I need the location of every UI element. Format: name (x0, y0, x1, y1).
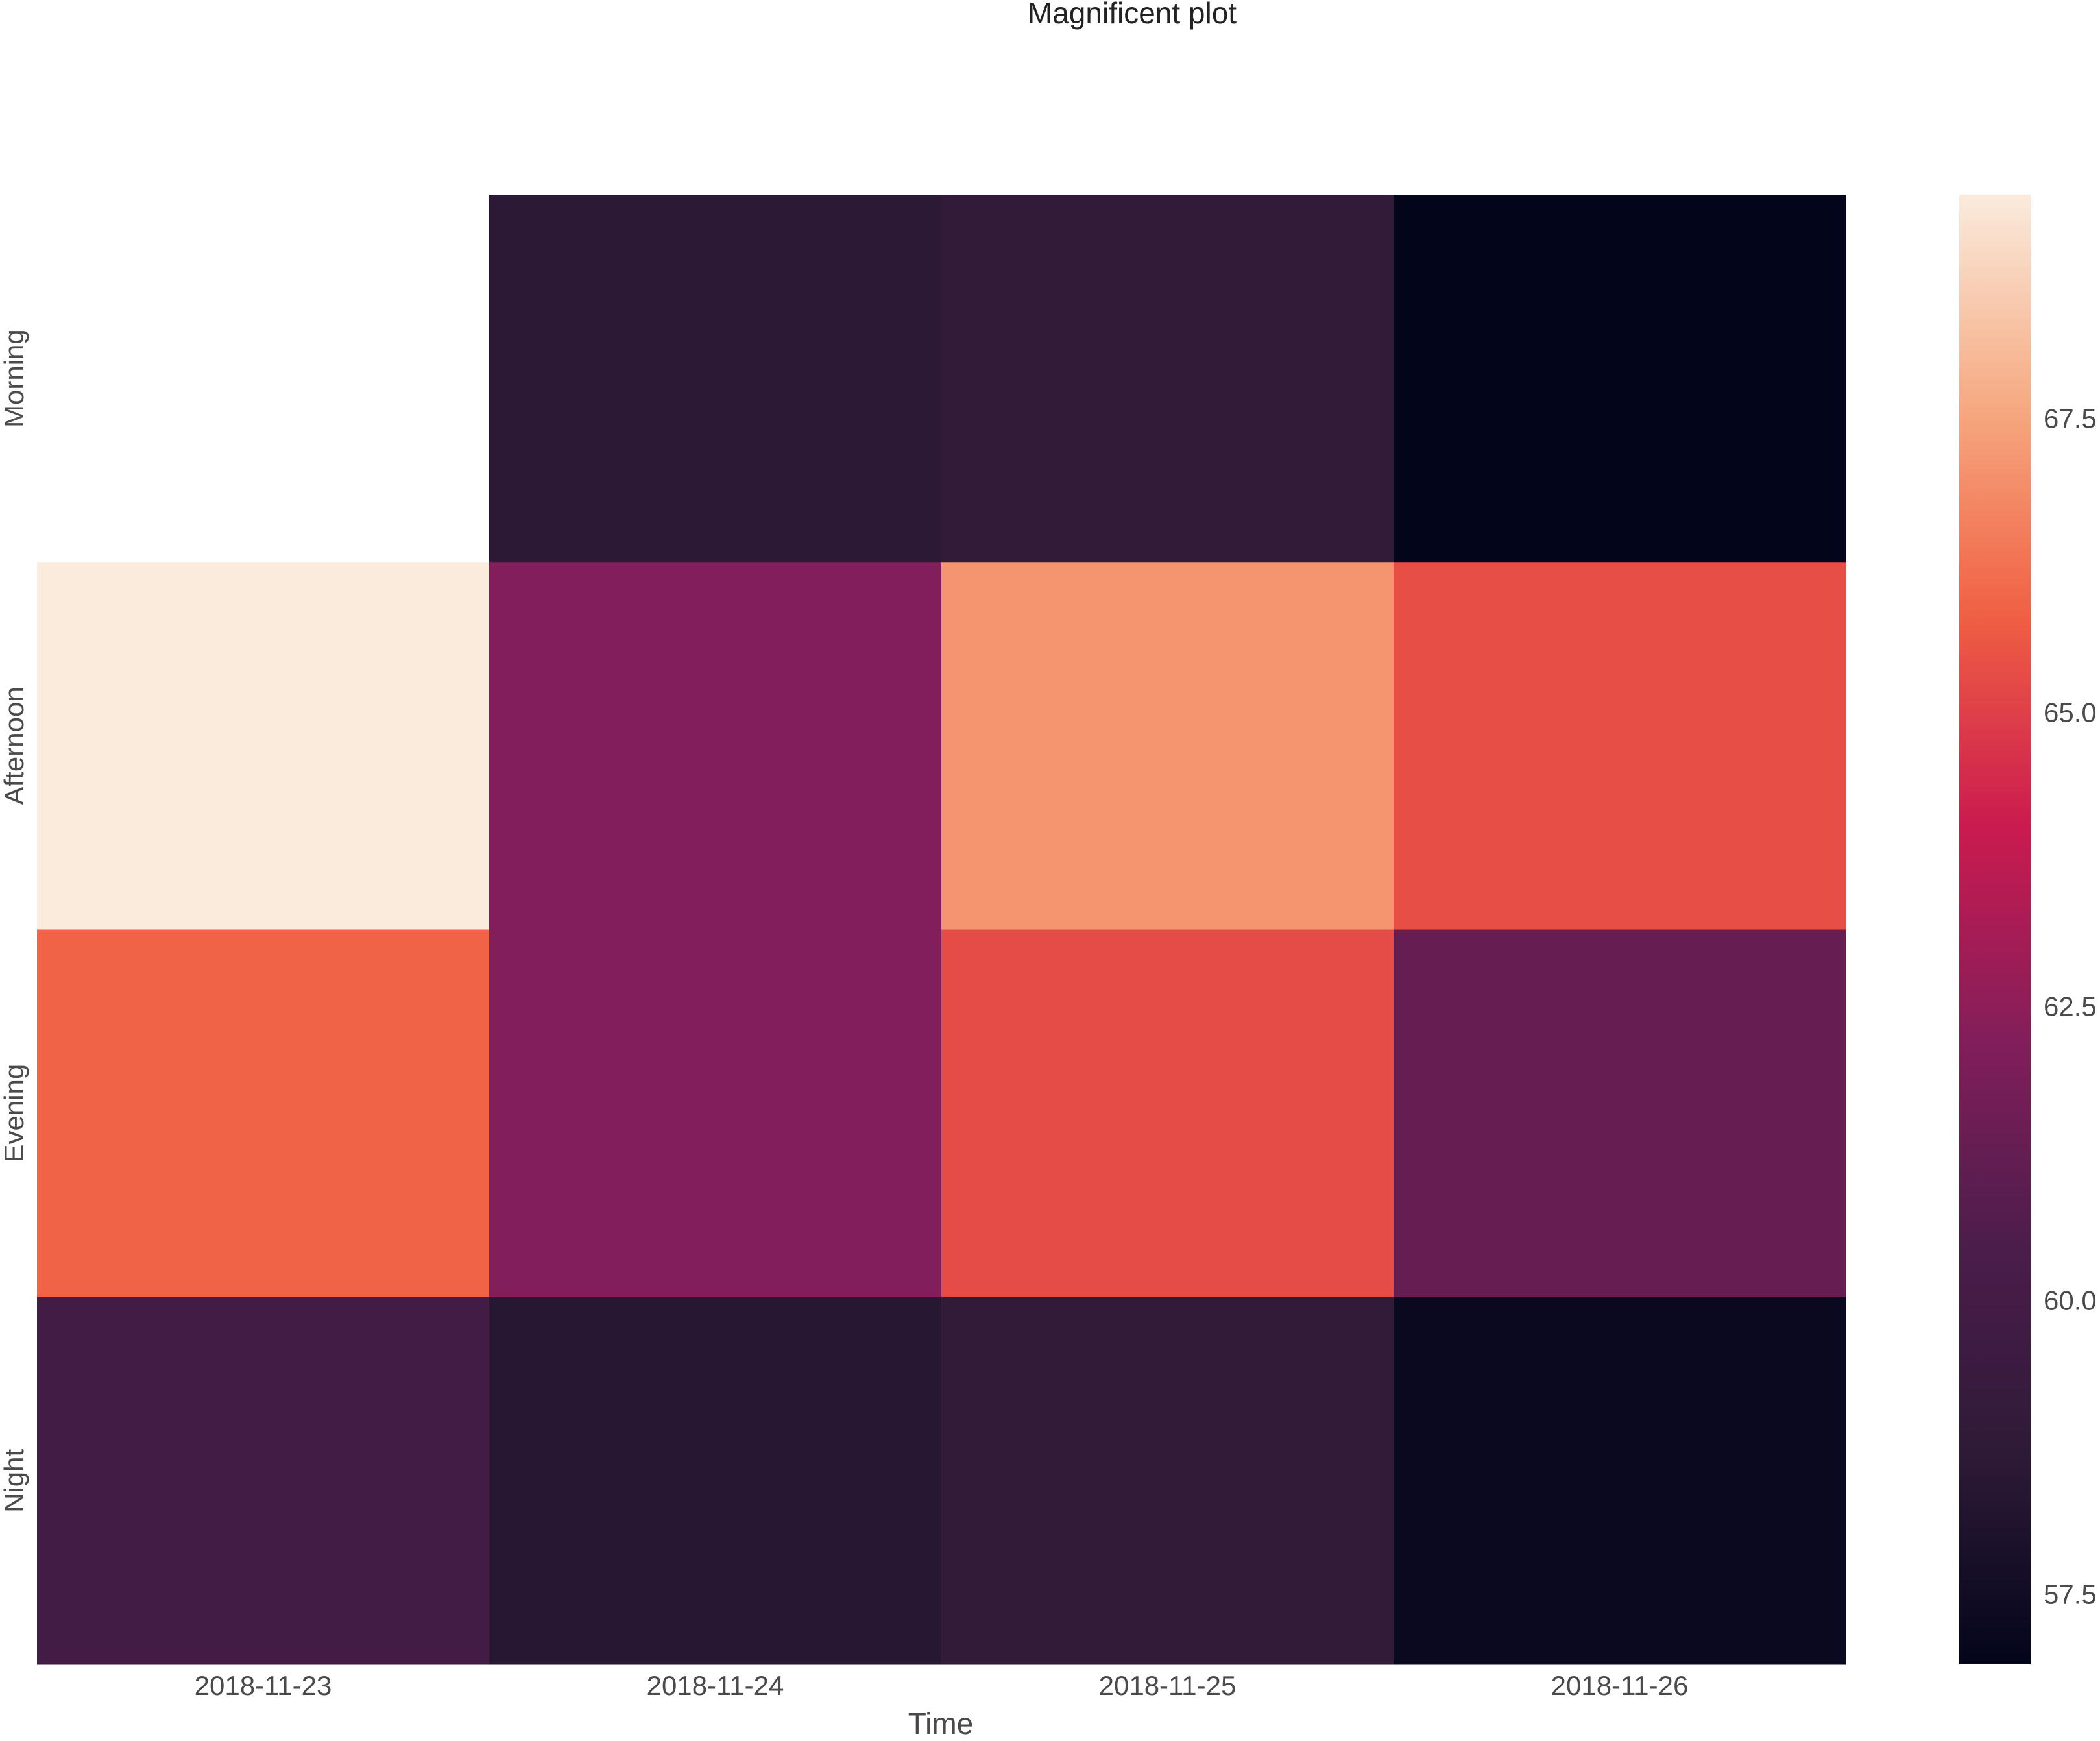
y-tick-label: Night (0, 1449, 29, 1513)
y-tick-labels: Morning Afternoon Evening Night (0, 329, 29, 1513)
x-axis-label: Time (908, 1707, 974, 1740)
colorbar-tick-label: 62.5 (2044, 991, 2097, 1021)
colorbar-tick-label: 57.5 (2044, 1579, 2097, 1609)
heatmap-cell-afternoon-2018-11-23 (37, 562, 490, 930)
heatmap-cells (37, 195, 1846, 1665)
heatmap-cell-evening-2018-11-25 (941, 929, 1394, 1298)
x-tick-label: 2018-11-25 (1099, 1670, 1237, 1701)
heatmap-cell-evening-2018-11-23 (37, 929, 490, 1298)
heatmap-cell-night-2018-11-26 (1394, 1297, 1846, 1665)
heatmap-cell-morning-2018-11-26 (1394, 195, 1846, 563)
y-tick-label: Evening (0, 1064, 29, 1163)
heatmap-cell-morning-2018-11-24 (489, 195, 942, 563)
colorbar-tick-label: 60.0 (2044, 1285, 2097, 1315)
x-tick-label: 2018-11-24 (647, 1670, 784, 1701)
heatmap-cell-afternoon-2018-11-24 (489, 562, 942, 930)
x-tick-label: 2018-11-23 (195, 1670, 332, 1701)
heatmap-cell-evening-2018-11-26 (1394, 929, 1846, 1298)
colorbar-tick-labels: 57.5 60.0 62.5 65.0 67.5 (2044, 403, 2097, 1609)
y-tick-label: Morning (0, 329, 29, 428)
heatmap-cell-night-2018-11-25 (941, 1297, 1394, 1665)
chart-title: Magnificent plot (1028, 0, 1237, 30)
heatmap-cell-night-2018-11-24 (489, 1297, 942, 1665)
x-tick-labels: 2018-11-23 2018-11-24 2018-11-25 2018-11-26 (195, 1670, 1689, 1701)
colorbar (1959, 195, 2031, 1664)
colorbar-tick-label: 65.0 (2044, 697, 2097, 727)
heatmap-cell-afternoon-2018-11-26 (1394, 562, 1846, 930)
y-tick-label: Afternoon (0, 687, 29, 805)
heatmap-cell-night-2018-11-23 (37, 1297, 490, 1665)
heatmap-cell-morning-2018-11-25 (941, 195, 1394, 563)
colorbar-tick-label: 67.5 (2044, 403, 2097, 433)
heatmap-cell-evening-2018-11-24 (489, 929, 942, 1298)
x-tick-label: 2018-11-26 (1551, 1670, 1689, 1701)
heatmap-cell-afternoon-2018-11-25 (941, 562, 1394, 930)
